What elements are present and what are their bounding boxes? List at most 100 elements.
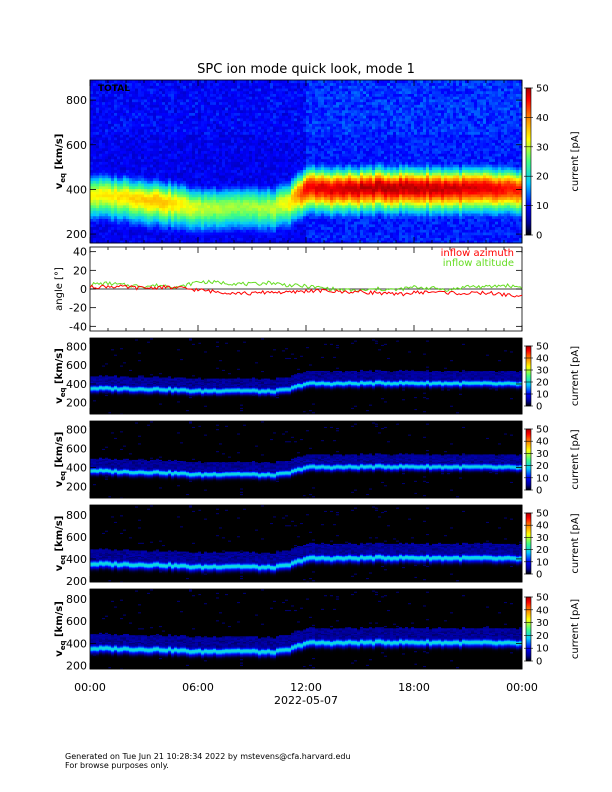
heatmap-cell bbox=[234, 235, 237, 238]
heatmap-cell bbox=[267, 159, 270, 162]
heatmap-cell bbox=[165, 164, 168, 167]
heatmap-cell bbox=[174, 110, 177, 113]
heatmap-cell bbox=[249, 137, 252, 140]
heatmap-cell bbox=[105, 224, 108, 227]
heatmap-cell bbox=[186, 210, 189, 213]
heatmap-cell bbox=[117, 129, 120, 132]
heatmap-cell bbox=[150, 221, 153, 224]
heatmap-cell bbox=[183, 140, 186, 143]
heatmap-cell bbox=[165, 200, 168, 203]
heatmap-cell bbox=[207, 94, 210, 97]
heatmap-cell bbox=[207, 142, 210, 145]
heatmap-cell bbox=[237, 224, 240, 227]
heatmap-cell bbox=[162, 115, 165, 118]
heatmap-cell bbox=[174, 118, 177, 121]
heatmap-cell bbox=[126, 113, 129, 116]
heatmap-cell bbox=[162, 167, 165, 170]
heatmap-cell bbox=[117, 205, 120, 208]
heatmap-cell bbox=[126, 186, 129, 189]
heatmap-cell bbox=[162, 80, 165, 83]
heatmap-cell bbox=[267, 191, 270, 194]
heatmap-cell bbox=[102, 178, 105, 181]
heatmap-cell bbox=[237, 205, 240, 208]
heatmap-cell bbox=[222, 189, 225, 192]
heatmap-cell bbox=[207, 164, 210, 167]
heatmap-cell bbox=[276, 175, 279, 178]
heatmap-cell bbox=[195, 170, 198, 173]
heatmap-cell bbox=[174, 102, 177, 105]
heatmap-cell bbox=[231, 181, 234, 184]
heatmap-cell bbox=[120, 235, 123, 238]
heatmap-cell bbox=[96, 232, 99, 235]
heatmap-cell bbox=[117, 137, 120, 140]
heatmap-cell bbox=[204, 94, 207, 97]
heatmap-cell bbox=[165, 181, 168, 184]
heatmap-cell bbox=[255, 132, 258, 135]
heatmap-cell bbox=[201, 213, 204, 216]
heatmap-cell bbox=[132, 181, 135, 184]
heatmap-cell bbox=[222, 99, 225, 102]
heatmap-cell bbox=[273, 104, 276, 107]
heatmap-cell bbox=[180, 178, 183, 181]
heatmap-cell bbox=[156, 148, 159, 151]
heatmap-cell bbox=[162, 238, 165, 241]
heatmap-cell bbox=[180, 129, 183, 132]
heatmap-cell bbox=[219, 229, 222, 232]
heatmap-cell bbox=[201, 151, 204, 154]
heatmap-cell bbox=[252, 170, 255, 173]
heatmap-cell bbox=[150, 191, 153, 194]
heatmap-cell bbox=[264, 104, 267, 107]
heatmap-cell bbox=[270, 208, 273, 211]
heatmap-cell bbox=[228, 162, 231, 165]
heatmap-cell bbox=[174, 205, 177, 208]
heatmap-cell bbox=[255, 115, 258, 118]
heatmap-cell bbox=[132, 202, 135, 205]
heatmap-cell bbox=[117, 145, 120, 148]
heatmap-cell bbox=[132, 191, 135, 194]
heatmap-cell bbox=[240, 235, 243, 238]
heatmap-cell bbox=[237, 156, 240, 159]
heatmap-cell bbox=[186, 151, 189, 154]
heatmap-cell bbox=[177, 132, 180, 135]
heatmap-cell bbox=[120, 181, 123, 184]
heatmap-cell bbox=[255, 134, 258, 137]
heatmap-cell bbox=[159, 148, 162, 151]
heatmap-cell bbox=[132, 148, 135, 151]
heatmap-cell bbox=[261, 107, 264, 110]
heatmap-cell bbox=[174, 229, 177, 232]
heatmap-cell bbox=[141, 213, 144, 216]
heatmap-cell bbox=[108, 80, 111, 83]
heatmap-cell bbox=[123, 148, 126, 151]
heatmap-cell bbox=[198, 156, 201, 159]
heatmap-cell bbox=[126, 110, 129, 113]
heatmap-cell bbox=[273, 96, 276, 99]
heatmap-cell bbox=[234, 197, 237, 200]
heatmap-cell bbox=[213, 99, 216, 102]
heatmap-cell bbox=[174, 238, 177, 241]
heatmap-cell bbox=[258, 191, 261, 194]
heatmap-cell bbox=[99, 104, 102, 107]
heatmap-cell bbox=[162, 227, 165, 230]
heatmap-cell bbox=[219, 142, 222, 145]
heatmap-cell bbox=[126, 167, 129, 170]
heatmap-cell bbox=[138, 96, 141, 99]
heatmap-cell bbox=[105, 102, 108, 105]
heatmap-cell bbox=[114, 219, 117, 222]
heatmap-cell bbox=[273, 232, 276, 235]
heatmap-cell bbox=[141, 132, 144, 135]
heatmap-cell bbox=[162, 126, 165, 129]
heatmap-cell bbox=[105, 159, 108, 162]
heatmap-cell bbox=[165, 145, 168, 148]
heatmap-cell bbox=[186, 121, 189, 124]
heatmap-cell bbox=[243, 186, 246, 189]
heatmap-cell bbox=[225, 159, 228, 162]
heatmap-cell bbox=[222, 129, 225, 132]
heatmap-cell bbox=[213, 118, 216, 121]
heatmap-cell bbox=[207, 205, 210, 208]
heatmap-cell bbox=[246, 167, 249, 170]
heatmap-cell bbox=[102, 175, 105, 178]
heatmap-cell bbox=[246, 123, 249, 126]
heatmap-cell bbox=[252, 107, 255, 110]
heatmap-cell bbox=[195, 205, 198, 208]
heatmap-cell bbox=[99, 189, 102, 192]
